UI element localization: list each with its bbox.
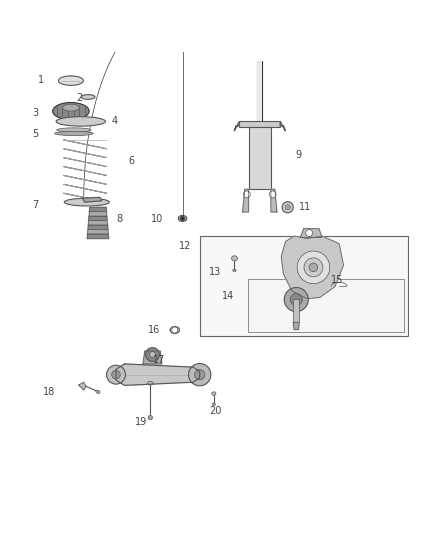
Text: 18: 18 — [42, 387, 55, 397]
Text: 6: 6 — [128, 156, 134, 166]
Polygon shape — [88, 221, 108, 225]
Circle shape — [172, 327, 178, 333]
Polygon shape — [88, 225, 108, 230]
Text: 13: 13 — [209, 267, 222, 277]
Ellipse shape — [62, 104, 80, 111]
Text: 9: 9 — [295, 150, 301, 160]
Ellipse shape — [56, 117, 106, 126]
Circle shape — [304, 258, 323, 277]
Ellipse shape — [178, 215, 187, 221]
Bar — [293, 298, 299, 322]
Bar — [249, 127, 271, 189]
Polygon shape — [87, 234, 109, 239]
Text: 15: 15 — [331, 275, 343, 285]
Circle shape — [309, 263, 318, 272]
Text: 16: 16 — [148, 325, 160, 335]
Bar — [240, 120, 280, 127]
Polygon shape — [143, 351, 162, 364]
Polygon shape — [280, 122, 285, 131]
Text: 11: 11 — [299, 202, 311, 212]
Circle shape — [282, 201, 293, 213]
Polygon shape — [88, 216, 107, 221]
Ellipse shape — [231, 256, 237, 261]
Circle shape — [145, 348, 159, 361]
Ellipse shape — [58, 76, 83, 85]
Ellipse shape — [233, 269, 236, 271]
Circle shape — [306, 230, 313, 237]
Ellipse shape — [55, 131, 93, 135]
Circle shape — [297, 251, 330, 284]
Circle shape — [188, 364, 211, 386]
Ellipse shape — [96, 390, 100, 393]
Ellipse shape — [64, 198, 110, 206]
Polygon shape — [89, 212, 107, 216]
Circle shape — [149, 351, 155, 358]
Circle shape — [106, 365, 125, 384]
Text: 7: 7 — [32, 200, 39, 210]
Polygon shape — [300, 229, 322, 237]
Ellipse shape — [53, 102, 89, 120]
Polygon shape — [89, 207, 106, 212]
Ellipse shape — [212, 392, 216, 395]
Ellipse shape — [147, 382, 153, 385]
Polygon shape — [116, 364, 200, 385]
Text: 5: 5 — [32, 130, 39, 139]
Polygon shape — [281, 236, 343, 298]
Text: 14: 14 — [223, 290, 235, 301]
Bar — [257, 61, 262, 120]
Polygon shape — [243, 189, 249, 212]
Circle shape — [290, 294, 302, 305]
Circle shape — [244, 191, 251, 198]
Text: 17: 17 — [153, 355, 165, 365]
Ellipse shape — [148, 415, 152, 420]
Circle shape — [269, 191, 276, 198]
Ellipse shape — [57, 128, 91, 132]
Polygon shape — [271, 189, 277, 212]
Ellipse shape — [81, 94, 95, 99]
Ellipse shape — [212, 403, 215, 406]
Text: 4: 4 — [112, 116, 118, 126]
Text: 2: 2 — [76, 93, 83, 103]
Ellipse shape — [170, 327, 180, 334]
Text: 3: 3 — [32, 108, 39, 118]
Text: 20: 20 — [209, 406, 222, 416]
Text: 12: 12 — [178, 241, 191, 252]
Text: 1: 1 — [38, 75, 44, 85]
Circle shape — [180, 216, 185, 221]
Circle shape — [285, 205, 290, 210]
Polygon shape — [79, 382, 86, 390]
Text: 10: 10 — [151, 214, 163, 224]
Circle shape — [112, 370, 120, 379]
Bar — [248, 279, 403, 332]
Bar — [200, 237, 408, 336]
Circle shape — [194, 369, 205, 380]
Polygon shape — [293, 322, 299, 329]
Polygon shape — [82, 197, 102, 202]
Text: 19: 19 — [135, 417, 147, 427]
Text: 8: 8 — [117, 214, 123, 224]
Polygon shape — [234, 122, 240, 131]
Circle shape — [284, 287, 308, 312]
Polygon shape — [88, 230, 108, 234]
